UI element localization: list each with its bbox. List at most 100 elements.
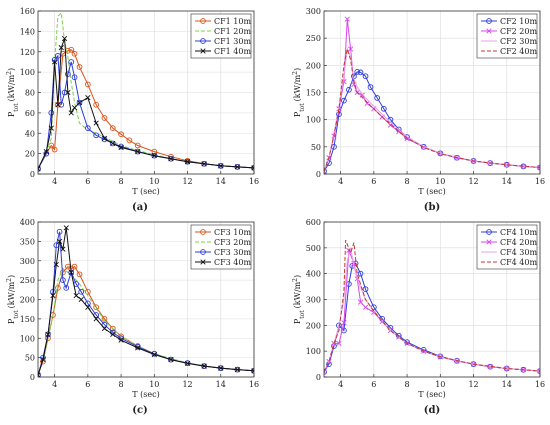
data-point (71, 263, 78, 270)
chart-panel-2: 4 6 8 10 12 14 16 0 50 100 150 200 250 300 T (sec) Ptot… (292, 7, 546, 213)
data-point (341, 320, 347, 326)
y-tick-label: 0 (30, 170, 35, 179)
x-tick-label: 8 (119, 380, 124, 389)
x-axis-label: T (sec) (418, 390, 445, 399)
data-point (380, 105, 387, 112)
y-tick-label: 300 (306, 296, 321, 305)
panel-label: (a) (132, 202, 148, 213)
y-tick-label: 60 (25, 109, 35, 118)
data-point (71, 74, 78, 81)
x-tick-label: 6 (85, 380, 90, 389)
data-point (55, 102, 61, 108)
legend-marker (200, 249, 206, 255)
data-point (73, 293, 79, 299)
data-point (109, 325, 116, 332)
x-tick-label: 6 (371, 177, 376, 186)
x-tick-label: 14 (216, 380, 226, 389)
x-tick-label: 6 (85, 177, 90, 186)
y-tick-label: 350 (20, 237, 35, 246)
legend-entry: CF1 20m (214, 27, 251, 36)
legend-entry: CF3 30m (214, 248, 251, 257)
data-point (76, 99, 83, 106)
y-tick-label: 160 (20, 7, 35, 16)
data-point (151, 153, 157, 159)
y-tick-label: 50 (311, 143, 321, 152)
data-point (58, 101, 65, 108)
data-point (55, 285, 61, 291)
data-point (76, 271, 83, 278)
x-tick-label: 12 (468, 380, 478, 389)
x-tick-label: 10 (149, 177, 159, 186)
data-point (251, 165, 254, 171)
x-axis-label: T (sec) (132, 390, 159, 399)
data-point (93, 132, 100, 139)
legend-marker (486, 28, 492, 34)
y-tick-label: 500 (306, 244, 321, 253)
y-axis-label: Ptot(kW/m2) (6, 68, 20, 117)
x-tick-label: 14 (502, 380, 512, 389)
x-tick-label: 14 (502, 177, 512, 186)
y-tick-label: 140 (20, 27, 35, 36)
data-point (362, 73, 369, 80)
y-tick-label: 400 (306, 270, 321, 279)
x-axis-label: T (sec) (132, 187, 159, 196)
legend-entry: CF2 20m (500, 27, 537, 36)
data-point (110, 331, 116, 337)
data-point (357, 69, 364, 76)
y-axis-label: Ptot(kW/m2) (292, 68, 306, 117)
data-point (364, 100, 370, 106)
data-point (101, 325, 108, 332)
x-tick-label: 4 (338, 177, 343, 186)
data-point (84, 300, 91, 307)
x-tick-label: 16 (535, 177, 545, 186)
data-point (93, 316, 99, 322)
data-point (85, 94, 91, 101)
legend-entry: CF2 30m (500, 37, 537, 46)
data-point (341, 97, 347, 104)
panel-label: (c) (132, 405, 148, 416)
y-tick-label: 100 (20, 334, 35, 343)
data-point (362, 286, 369, 293)
data-point (61, 89, 68, 96)
legend-entry: CF1 40m (214, 47, 251, 56)
legend-entry: CF2 40m (500, 47, 537, 56)
data-point (168, 156, 174, 162)
data-point (218, 365, 224, 371)
data-point (38, 372, 41, 377)
legend-entry: CF3 20m (214, 238, 251, 247)
y-tick-label: 150 (20, 315, 35, 324)
data-point (135, 345, 141, 351)
data-point (93, 304, 100, 311)
data-point (362, 304, 369, 310)
data-point (71, 105, 78, 111)
data-point (71, 50, 78, 57)
y-tick-label: 20 (25, 150, 35, 159)
legend-entry: CF3 40m (214, 258, 251, 267)
data-point (76, 64, 83, 70)
legend-entry: CF2 10m (500, 17, 537, 26)
data-point (359, 92, 365, 98)
chart-panel-4: 4 6 8 10 12 14 16 0 100 200 300 400 500 600 T (sec) Pto… (292, 218, 546, 416)
data-point (43, 148, 49, 155)
y-tick-label: 250 (20, 276, 35, 285)
data-point (38, 372, 41, 377)
data-point (84, 288, 91, 295)
data-point (420, 143, 427, 150)
data-point (65, 89, 71, 96)
data-point (357, 270, 364, 277)
data-point (84, 125, 91, 132)
data-point (51, 59, 58, 65)
y-tick-label: 200 (306, 321, 321, 330)
data-point (60, 246, 66, 252)
x-tick-label: 16 (249, 177, 259, 186)
data-point (134, 148, 141, 155)
data-point (110, 140, 116, 147)
data-point (134, 142, 141, 149)
x-tick-label: 4 (338, 380, 343, 389)
data-point (84, 81, 91, 88)
series-group (38, 225, 254, 377)
y-tick-label: 400 (20, 218, 35, 227)
legend-marker (200, 38, 206, 44)
y-tick-label: 100 (306, 347, 321, 356)
